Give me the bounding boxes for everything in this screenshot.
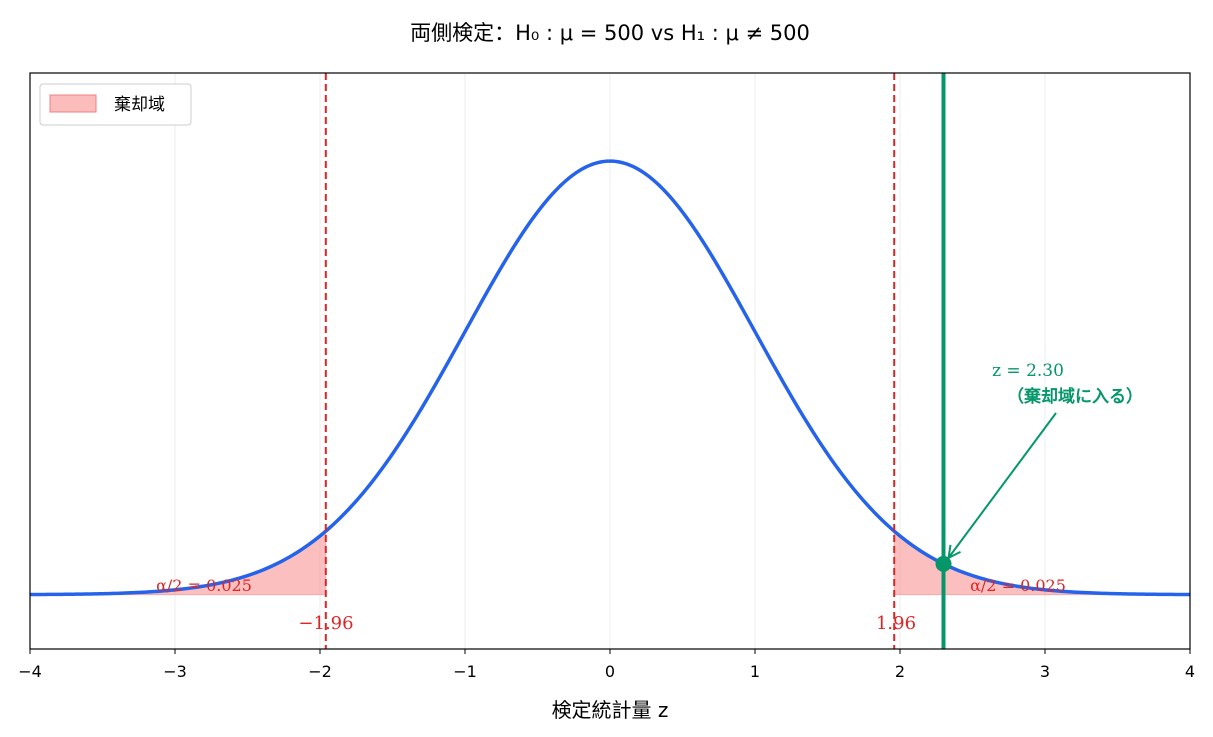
annotation-arrow (947, 412, 1057, 559)
x-axis-label: 検定統計量 z (552, 698, 669, 722)
legend-box (39, 83, 192, 126)
critical-label-right: 1.96 (876, 613, 916, 634)
x-tick-label: −4 (18, 662, 42, 681)
observed-point (935, 555, 952, 572)
x-tick-label: 1 (750, 662, 760, 681)
alpha-label-right: α/2 = 0.025 (970, 576, 1066, 595)
x-ticks: −4 −3 −2 −1 0 1 2 3 4 (18, 649, 1195, 681)
x-tick-label: −1 (453, 662, 477, 681)
critical-label-left: −1.96 (298, 613, 353, 634)
observed-annotation-line1: z = 2.30 (992, 361, 1064, 381)
chart-title: 両側検定：H₀ : μ = 500 vs H₁ : μ ≠ 500 (410, 21, 810, 45)
x-tick-label: −2 (308, 662, 332, 681)
plot-lines (29, 73, 1191, 649)
x-tick-label: 0 (605, 662, 615, 681)
x-tick-label: −3 (163, 662, 187, 681)
x-tick-label: 2 (895, 662, 905, 681)
legend-swatch (49, 94, 97, 113)
pdf-curve (29, 159, 1191, 597)
x-tick-label: 3 (1040, 662, 1050, 681)
legend-label: 棄却域 (114, 95, 165, 115)
legend: 棄却域 (39, 83, 192, 126)
x-tick-label: 4 (1185, 662, 1195, 681)
observed-annotation-line2: （棄却域に入る） (1007, 386, 1143, 407)
arrowhead-icon (947, 544, 961, 560)
alpha-label-left: α/2 = 0.025 (156, 576, 252, 595)
